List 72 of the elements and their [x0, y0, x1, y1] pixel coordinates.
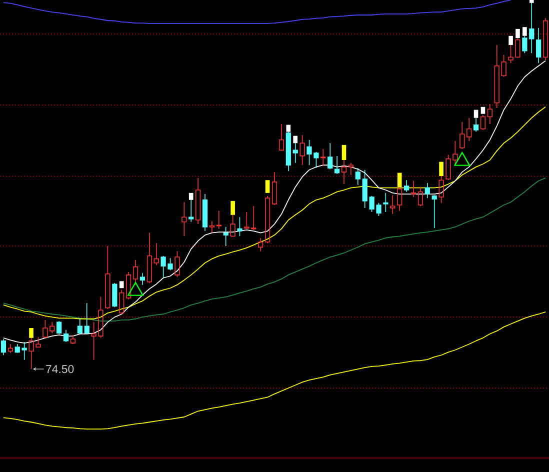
bar — [439, 162, 444, 176]
candlestick — [77, 318, 82, 334]
candlestick — [383, 192, 388, 212]
bar — [29, 328, 34, 338]
candlestick — [404, 180, 410, 192]
candlestick — [334, 156, 340, 174]
bar — [474, 110, 478, 118]
candlestick — [182, 202, 187, 237]
candlestick — [278, 124, 284, 152]
candlestick — [126, 272, 132, 300]
candlestick — [348, 162, 354, 176]
candlestick — [196, 178, 201, 224]
candlestick — [112, 282, 118, 308]
candlestick — [174, 250, 180, 278]
candlestick — [70, 334, 76, 345]
candlestick — [300, 134, 305, 166]
bar — [293, 136, 298, 144]
candlestick — [501, 54, 506, 78]
bar — [508, 36, 513, 46]
candlestick — [8, 344, 13, 354]
candlestick — [56, 320, 62, 334]
candlestick — [22, 342, 27, 360]
bar — [522, 27, 527, 36]
candlestick — [0, 338, 6, 356]
candlestick — [50, 322, 55, 334]
candlestick — [432, 194, 437, 228]
candlestick — [466, 117, 472, 142]
candlestick — [14, 344, 20, 354]
candlestick — [418, 186, 423, 207]
bar — [342, 144, 346, 160]
candlestick — [258, 238, 264, 252]
candlestick — [410, 180, 416, 198]
candlestick — [237, 216, 242, 237]
candlestick — [341, 160, 347, 185]
bar — [397, 172, 402, 188]
candlestick — [390, 194, 396, 215]
candlestick — [140, 272, 146, 286]
candlestick — [42, 320, 48, 338]
candlestick — [320, 148, 326, 166]
candlestick — [328, 142, 333, 170]
candlestick — [209, 220, 215, 234]
candlestick — [536, 27, 542, 64]
bar — [119, 281, 124, 288]
bar — [529, 0, 534, 3]
candlestick — [460, 122, 465, 150]
candlestick — [63, 329, 69, 342]
bar — [286, 124, 291, 132]
candlestick — [494, 44, 500, 108]
candlestick — [216, 210, 222, 230]
annotation: 74.50 — [46, 364, 74, 374]
candlestick — [480, 114, 486, 130]
candlestick — [487, 104, 492, 125]
bar — [516, 28, 520, 38]
candlestick — [154, 242, 159, 266]
candlestick — [146, 232, 152, 284]
bar — [265, 180, 270, 193]
candlestick — [265, 195, 270, 244]
candlestick — [424, 182, 430, 198]
bar — [188, 192, 194, 200]
candlestick — [542, 18, 548, 60]
candlestick — [272, 172, 278, 206]
bar — [480, 106, 486, 114]
candlestick — [132, 260, 138, 286]
candlestick — [105, 246, 110, 310]
bar — [230, 200, 235, 215]
candlestick — [84, 302, 90, 334]
candlestick — [355, 168, 360, 186]
candlestick — [223, 226, 228, 246]
candlestick — [230, 214, 236, 238]
candlestick — [202, 194, 208, 232]
candlestick — [529, 2, 534, 54]
candlestick — [119, 290, 124, 315]
